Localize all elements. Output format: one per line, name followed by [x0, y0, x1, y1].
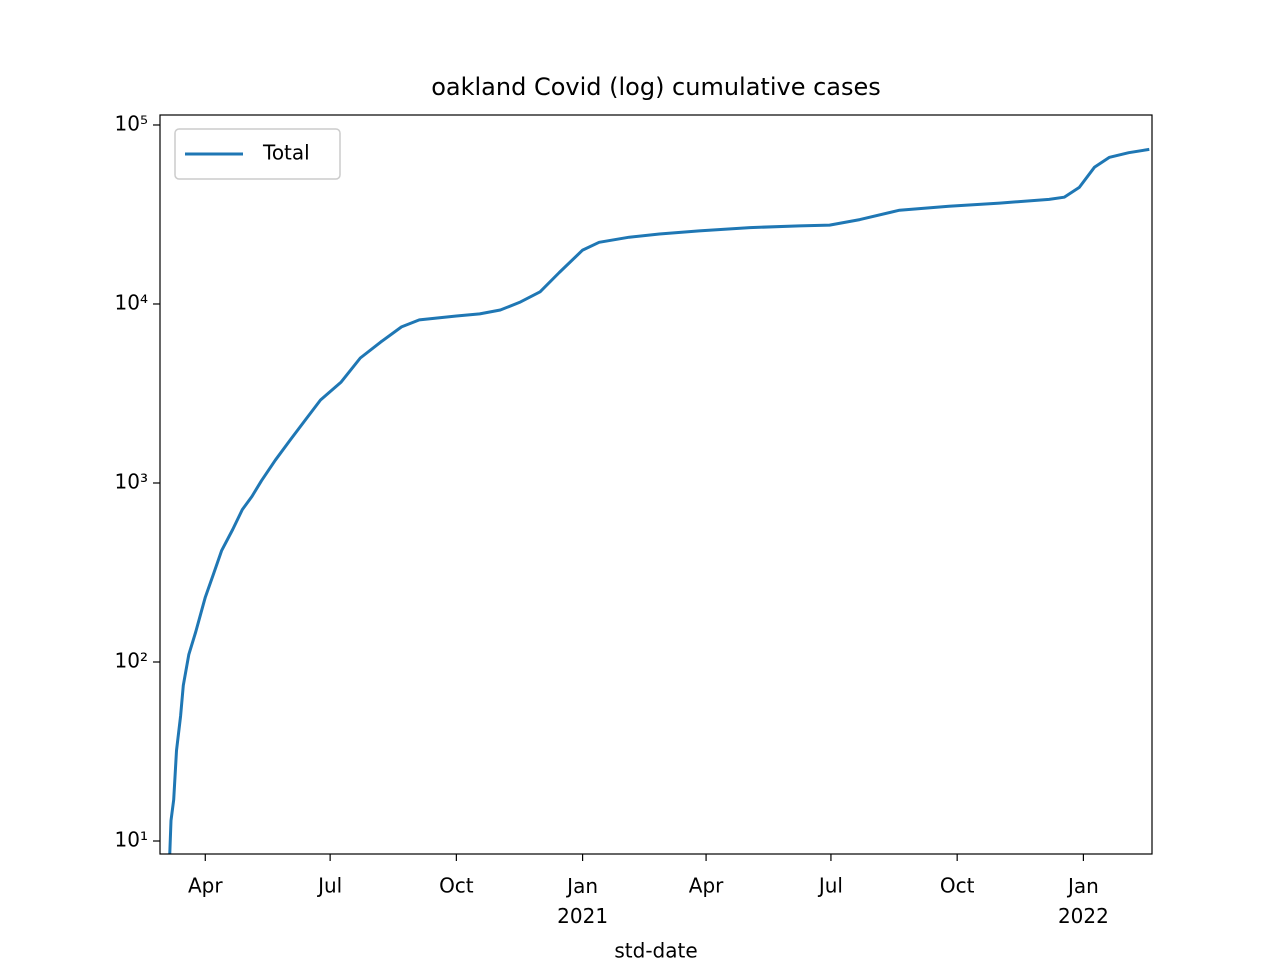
y-tick-label: 10⁵ — [115, 111, 148, 135]
plot-frame — [159, 114, 1153, 855]
x-tick-label: Jul — [817, 874, 843, 898]
y-tick-label: 10² — [115, 648, 148, 672]
data-line — [168, 147, 1150, 854]
y-tick-label: 10¹ — [115, 827, 148, 851]
legend-label: Total — [262, 141, 310, 165]
y-tick-label: 10³ — [115, 469, 148, 493]
x-tick-label: Jan 2021 — [557, 874, 608, 928]
x-tick-label: Apr — [188, 874, 223, 898]
x-tick-label: Oct — [439, 874, 474, 898]
x-tick-label: Oct — [940, 874, 975, 898]
x-tick-label: Apr — [689, 874, 724, 898]
x-tick-label: Jan 2022 — [1058, 874, 1109, 928]
y-tick-label: 10⁴ — [115, 290, 148, 314]
x-axis-label: std-date — [614, 939, 697, 960]
legend-box — [174, 128, 341, 180]
x-tick-label: Jul — [316, 874, 342, 898]
chart-title: oakland Covid (log) cumulative cases — [431, 73, 881, 101]
series-group — [168, 147, 1150, 854]
